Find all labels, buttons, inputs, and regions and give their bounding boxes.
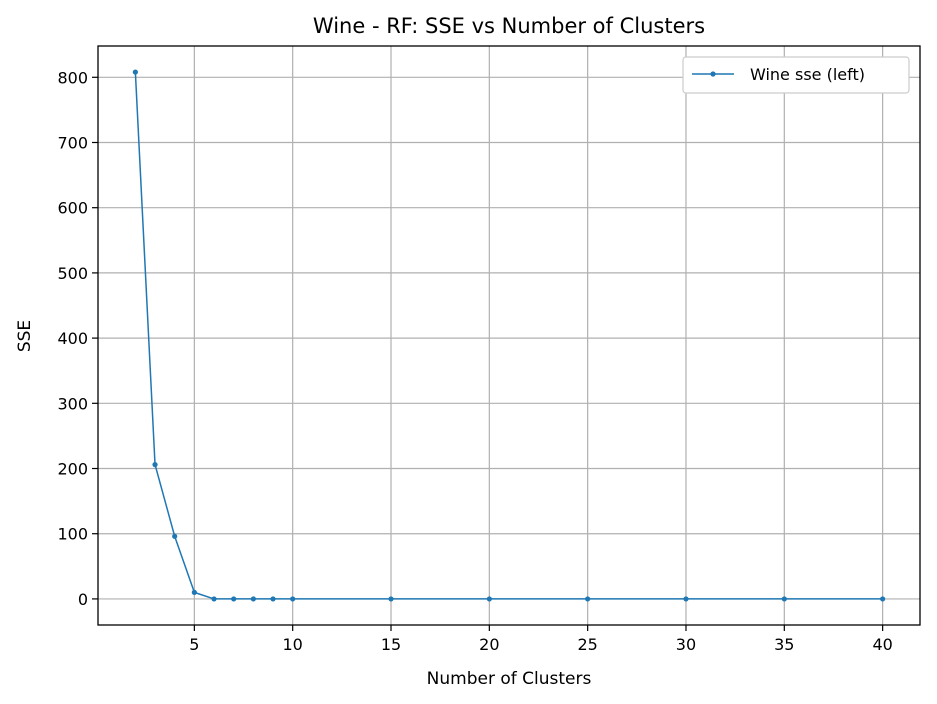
data-point [250, 596, 256, 602]
series-line [134, 72, 883, 600]
x-tick-label: 15 [381, 635, 401, 654]
y-axis-label: SSE [15, 320, 35, 352]
data-point [683, 596, 689, 602]
y-tick-label: 500 [57, 264, 88, 283]
data-point [211, 596, 217, 602]
data-point [486, 596, 492, 602]
data-point [191, 589, 197, 595]
y-tick-label: 100 [57, 525, 88, 544]
y-tick-label: 800 [57, 68, 88, 87]
data-point [781, 596, 787, 602]
data-point [172, 533, 178, 539]
legend: Wine sse (left) [682, 56, 910, 94]
y-tick-label: 600 [57, 199, 88, 218]
x-tick-label: 5 [189, 635, 199, 654]
y-tick-label: 400 [57, 329, 88, 348]
data-point [880, 596, 886, 602]
data-point [290, 596, 296, 602]
y-tick-label: 700 [57, 134, 88, 153]
x-tick-label: 35 [774, 635, 794, 654]
x-tick-label: 25 [577, 635, 597, 654]
data-point [388, 596, 394, 602]
grid-layer [98, 46, 920, 625]
legend-label: Wine sse (left) [750, 65, 865, 84]
x-tick-label: 30 [676, 635, 696, 654]
x-tick-label: 20 [479, 635, 499, 654]
legend-box [682, 56, 910, 94]
x-axis-label: Number of Clusters [427, 669, 592, 689]
data-point [585, 596, 591, 602]
plot-layer [132, 69, 886, 602]
plot-frame [97, 45, 921, 626]
data-point [152, 462, 158, 468]
y-tick-label: 200 [57, 460, 88, 479]
x-tick-label: 40 [872, 635, 892, 654]
data-point [132, 69, 138, 75]
y-tick-label: 0 [78, 590, 88, 609]
data-point [231, 596, 237, 602]
data-point [270, 596, 276, 602]
legend-marker-icon [710, 71, 716, 77]
x-tick-label: 10 [283, 635, 303, 654]
chart-title: Wine - RF: SSE vs Number of Clusters [313, 14, 705, 38]
y-tick-label: 300 [57, 394, 88, 413]
